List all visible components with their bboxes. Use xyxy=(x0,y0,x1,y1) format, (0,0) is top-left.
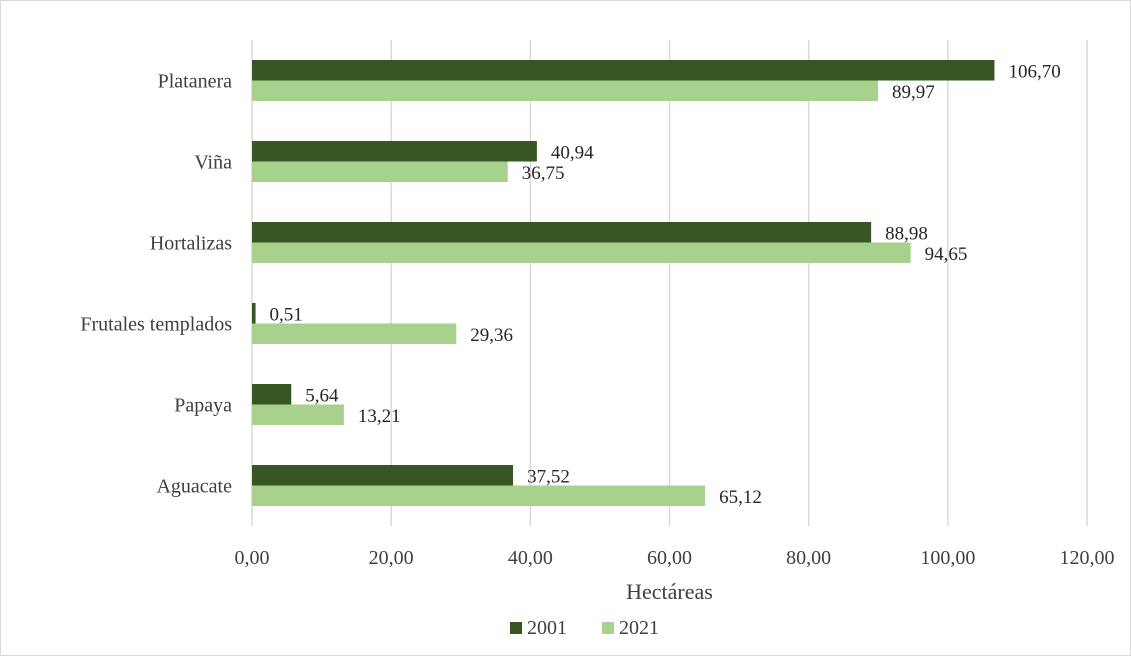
data-label: 29,36 xyxy=(470,325,513,346)
legend: 2001 2021 xyxy=(510,617,659,639)
x-tick-label: 40,00 xyxy=(508,547,553,569)
x-tick-label: 100,00 xyxy=(920,547,975,569)
category-labels: Platanera Viña Hortalizas Frutales templado… xyxy=(80,71,232,498)
bar-2021 xyxy=(252,242,911,263)
bar-2001 xyxy=(252,303,256,324)
data-label: 94,65 xyxy=(925,244,968,265)
legend-label-2021: 2021 xyxy=(619,617,659,639)
x-tick-label: 60,00 xyxy=(647,547,692,569)
gridlines xyxy=(251,40,1088,526)
category-label: Platanera xyxy=(158,71,233,93)
data-label: 65,12 xyxy=(719,487,762,508)
bar-2021 xyxy=(252,161,508,182)
legend-swatch-2021 xyxy=(602,622,614,634)
bar-2001 xyxy=(252,60,995,81)
data-label: 0,51 xyxy=(270,304,303,325)
bar-2021 xyxy=(252,323,457,344)
data-label: 40,94 xyxy=(551,142,594,163)
data-label: 5,64 xyxy=(305,385,339,406)
data-label: 106,70 xyxy=(1008,61,1060,82)
data-label: 37,52 xyxy=(527,466,570,487)
data-label: 13,21 xyxy=(358,406,401,427)
x-tick-label: 0,00 xyxy=(235,547,270,569)
category-label: Viña xyxy=(194,152,232,174)
x-tick-labels: 0,00 20,00 40,00 60,00 80,00 100,00 120,00 xyxy=(235,547,1115,569)
bar-2001 xyxy=(252,222,872,243)
bar-2021 xyxy=(252,80,879,101)
data-label: 89,97 xyxy=(892,82,935,103)
bars xyxy=(252,60,995,506)
bar-2021 xyxy=(252,404,344,425)
category-label: Aguacate xyxy=(156,476,232,498)
category-label: Papaya xyxy=(174,395,232,417)
category-label: Frutales templados xyxy=(80,314,232,336)
legend-swatch-2001 xyxy=(510,622,522,634)
category-label: Hortalizas xyxy=(150,233,232,255)
data-label: 36,75 xyxy=(522,163,565,184)
legend-label-2001: 2001 xyxy=(527,617,567,639)
bar-2001 xyxy=(252,465,514,486)
data-label: 88,98 xyxy=(885,223,928,244)
bar-2021 xyxy=(252,485,706,506)
bar-2001 xyxy=(252,384,292,405)
x-axis-title: Hectáreas xyxy=(626,579,713,604)
x-tick-label: 20,00 xyxy=(369,547,414,569)
bar-2001 xyxy=(252,141,537,162)
x-tick-label: 80,00 xyxy=(786,547,831,569)
x-tick-label: 120,00 xyxy=(1060,547,1115,569)
